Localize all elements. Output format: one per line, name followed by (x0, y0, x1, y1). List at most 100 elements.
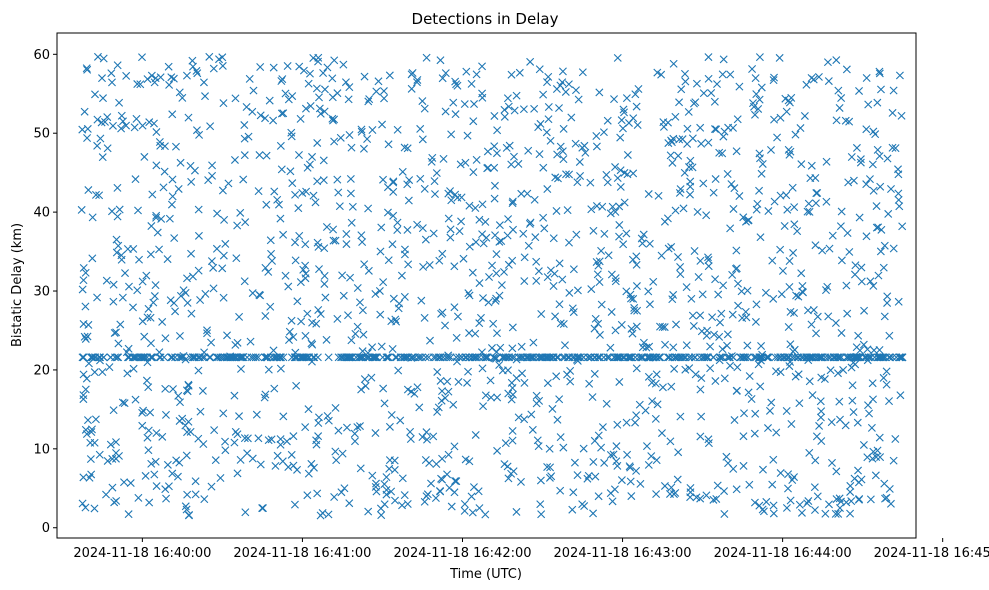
detection-point (873, 98, 882, 107)
detection-point (573, 286, 582, 295)
detection-point (133, 286, 142, 295)
detection-point (504, 389, 513, 398)
detection-point (756, 382, 765, 391)
detection-point (687, 353, 696, 362)
detection-point (559, 320, 568, 329)
detection-point (595, 330, 604, 339)
detection-point (207, 338, 216, 347)
detection-point (869, 395, 877, 404)
detection-point (648, 397, 657, 406)
detection-point (475, 319, 484, 328)
detection-point (360, 260, 369, 269)
detection-point (396, 416, 405, 425)
detection-point (304, 469, 313, 478)
detection-point (669, 59, 678, 68)
detection-point (835, 353, 844, 362)
detection-point (156, 353, 165, 362)
detection-point (147, 459, 156, 468)
detection-point (811, 241, 820, 250)
detection-point (266, 302, 275, 311)
detection-point (430, 190, 439, 199)
detection-point (747, 395, 756, 404)
detection-point (270, 384, 279, 393)
detection-point (785, 256, 794, 265)
detection-point (198, 353, 207, 362)
detection-point (144, 304, 153, 313)
detection-point (790, 309, 799, 318)
detection-point (507, 395, 516, 404)
detection-point (806, 174, 815, 183)
detection-point (216, 353, 225, 362)
detection-point (817, 353, 826, 362)
detection-point (843, 229, 852, 238)
detection-point (769, 501, 778, 510)
detection-point (816, 397, 825, 406)
detection-point (158, 317, 167, 326)
detection-point (207, 257, 216, 266)
detection-point (875, 433, 884, 442)
detection-point (361, 381, 370, 390)
detection-point (143, 313, 152, 322)
detection-point (335, 202, 344, 211)
detection-point (330, 56, 339, 65)
detection-point (626, 477, 635, 486)
detection-point (810, 506, 819, 515)
detection-point (568, 304, 577, 313)
detection-point (389, 294, 398, 303)
detection-point (144, 383, 153, 392)
detection-point (799, 288, 807, 297)
detection-point (720, 127, 729, 136)
detection-point (756, 233, 765, 242)
detection-point (804, 497, 813, 506)
detection-point (314, 53, 323, 62)
detection-point (776, 353, 785, 362)
detection-point (80, 107, 89, 116)
detection-point (744, 216, 753, 225)
detection-point (726, 361, 735, 370)
detection-point (743, 341, 752, 350)
detection-point (328, 114, 337, 123)
detection-point (107, 207, 116, 216)
detection-point (478, 93, 487, 102)
detection-point (269, 346, 278, 355)
detection-point (668, 158, 677, 167)
detection-point (451, 77, 460, 86)
detection-point (632, 411, 641, 420)
detection-point (457, 217, 466, 226)
detection-point (879, 263, 888, 272)
detection-point (696, 256, 705, 265)
detection-point (574, 353, 583, 362)
detection-point (750, 353, 759, 362)
detection-point (652, 353, 661, 362)
detection-point (500, 112, 509, 121)
detection-point (793, 353, 802, 362)
detection-point (134, 493, 143, 502)
detection-point (344, 311, 352, 320)
detection-point (752, 300, 761, 309)
detection-point (311, 198, 320, 207)
detection-point (138, 121, 147, 130)
detection-point (471, 204, 480, 212)
detection-point (880, 241, 889, 250)
detection-point (359, 330, 368, 339)
detection-point (231, 340, 240, 349)
detection-point (138, 53, 146, 62)
detection-point (133, 80, 142, 89)
detection-point (478, 200, 487, 209)
detection-point (600, 458, 609, 467)
detection-point (811, 199, 820, 208)
detection-point (422, 428, 431, 437)
detection-point (686, 156, 695, 165)
detection-point (719, 281, 728, 290)
detection-point (188, 272, 197, 281)
detection-point (472, 155, 481, 164)
detection-point (847, 153, 856, 161)
detection-point (784, 323, 793, 331)
detection-point (488, 261, 497, 270)
detection-point (634, 353, 643, 362)
detection-point (688, 311, 697, 320)
detection-point (572, 230, 581, 239)
detection-point (254, 434, 263, 443)
detection-point (347, 336, 356, 345)
